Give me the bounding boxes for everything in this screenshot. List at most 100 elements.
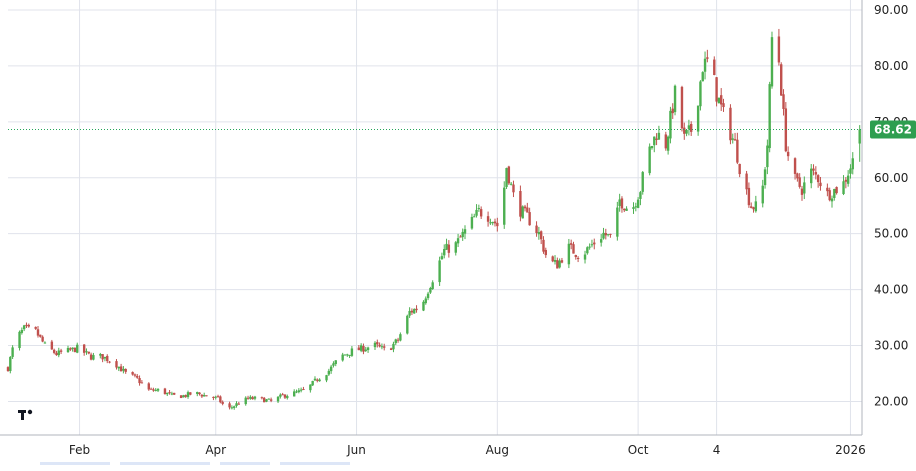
candle-body: [588, 246, 591, 248]
candle: [133, 373, 137, 378]
candle-body: [366, 347, 370, 351]
candle: [747, 182, 751, 208]
candle-body: [786, 151, 790, 157]
candle: [89, 352, 93, 361]
candle-body: [544, 249, 547, 256]
candle-body: [170, 393, 174, 395]
candle: [733, 132, 737, 141]
candle: [297, 388, 301, 394]
candle: [341, 352, 344, 362]
candle-body: [36, 329, 40, 336]
candle-body: [57, 350, 60, 356]
candle-body: [810, 168, 813, 184]
candle: [701, 71, 704, 82]
candle: [186, 390, 190, 399]
candle-body: [196, 391, 199, 394]
candle-body: [505, 168, 508, 188]
candle-body: [590, 244, 594, 246]
candle: [816, 174, 820, 188]
candle-body: [302, 388, 305, 390]
candle: [25, 322, 28, 328]
candle: [844, 177, 848, 189]
candle: [849, 164, 852, 179]
candle-body: [819, 182, 822, 187]
candle: [537, 226, 541, 240]
candle-body: [341, 354, 344, 361]
x-tick-label: Apr: [205, 443, 226, 457]
candle: [842, 175, 845, 196]
candle-body: [539, 231, 543, 240]
candle: [20, 327, 24, 335]
candle: [567, 238, 571, 269]
candle-body: [431, 282, 434, 289]
candle: [279, 393, 282, 399]
candle: [189, 392, 192, 396]
candle: [276, 396, 280, 404]
candle-body: [849, 168, 852, 174]
candle-body: [493, 221, 497, 224]
candle: [828, 187, 831, 202]
candle: [34, 326, 37, 330]
candle: [396, 337, 400, 343]
candle: [731, 133, 734, 144]
candle-body: [655, 138, 658, 140]
candle: [357, 345, 361, 351]
y-tick-label: 60.00: [874, 171, 908, 185]
candle-body: [152, 389, 155, 391]
candle: [738, 163, 741, 178]
candle-body: [89, 354, 93, 360]
candle-body: [232, 406, 236, 408]
candle: [569, 239, 573, 250]
candle-body: [25, 324, 28, 326]
candle: [182, 394, 185, 398]
candle: [383, 343, 386, 351]
candle-body: [780, 64, 783, 96]
candle: [200, 394, 204, 398]
candle-body: [297, 390, 301, 393]
candle-body: [246, 397, 250, 399]
candle: [350, 346, 354, 357]
candle: [36, 326, 40, 338]
candle: [76, 342, 79, 354]
candle: [782, 89, 785, 116]
candle-body: [846, 175, 850, 184]
candle-body: [673, 85, 677, 113]
x-tick-label: Feb: [69, 443, 90, 457]
candle-body: [50, 341, 54, 350]
candle-body: [269, 399, 273, 401]
candle-body: [313, 378, 317, 381]
candle-body: [172, 392, 176, 395]
candle-body: [793, 158, 797, 174]
candle: [438, 256, 441, 286]
candle-body: [636, 199, 640, 208]
candle-body: [463, 229, 467, 234]
candle: [221, 400, 224, 406]
candle-body: [461, 231, 464, 238]
candle-body: [186, 392, 190, 397]
candle: [503, 181, 506, 229]
candle: [216, 394, 220, 398]
candle-body: [812, 168, 815, 171]
candle-body: [858, 129, 861, 144]
candle-body: [69, 348, 72, 350]
candle-body: [699, 81, 702, 107]
candle-body: [844, 179, 848, 182]
candle: [477, 204, 481, 212]
candle: [669, 106, 672, 144]
timescale-scrollbar[interactable]: [40, 462, 350, 465]
candle: [87, 351, 90, 355]
candle: [752, 206, 755, 213]
candle-body: [399, 334, 402, 341]
candle: [152, 387, 155, 392]
candle: [784, 102, 788, 153]
candle-body: [253, 396, 257, 399]
candle: [623, 208, 626, 213]
candle: [346, 353, 349, 357]
candle: [115, 359, 118, 370]
candle: [39, 334, 42, 338]
candle: [641, 171, 644, 195]
x-tick-label: 2026: [835, 443, 866, 457]
candle-body: [82, 344, 86, 353]
candle: [616, 201, 619, 241]
